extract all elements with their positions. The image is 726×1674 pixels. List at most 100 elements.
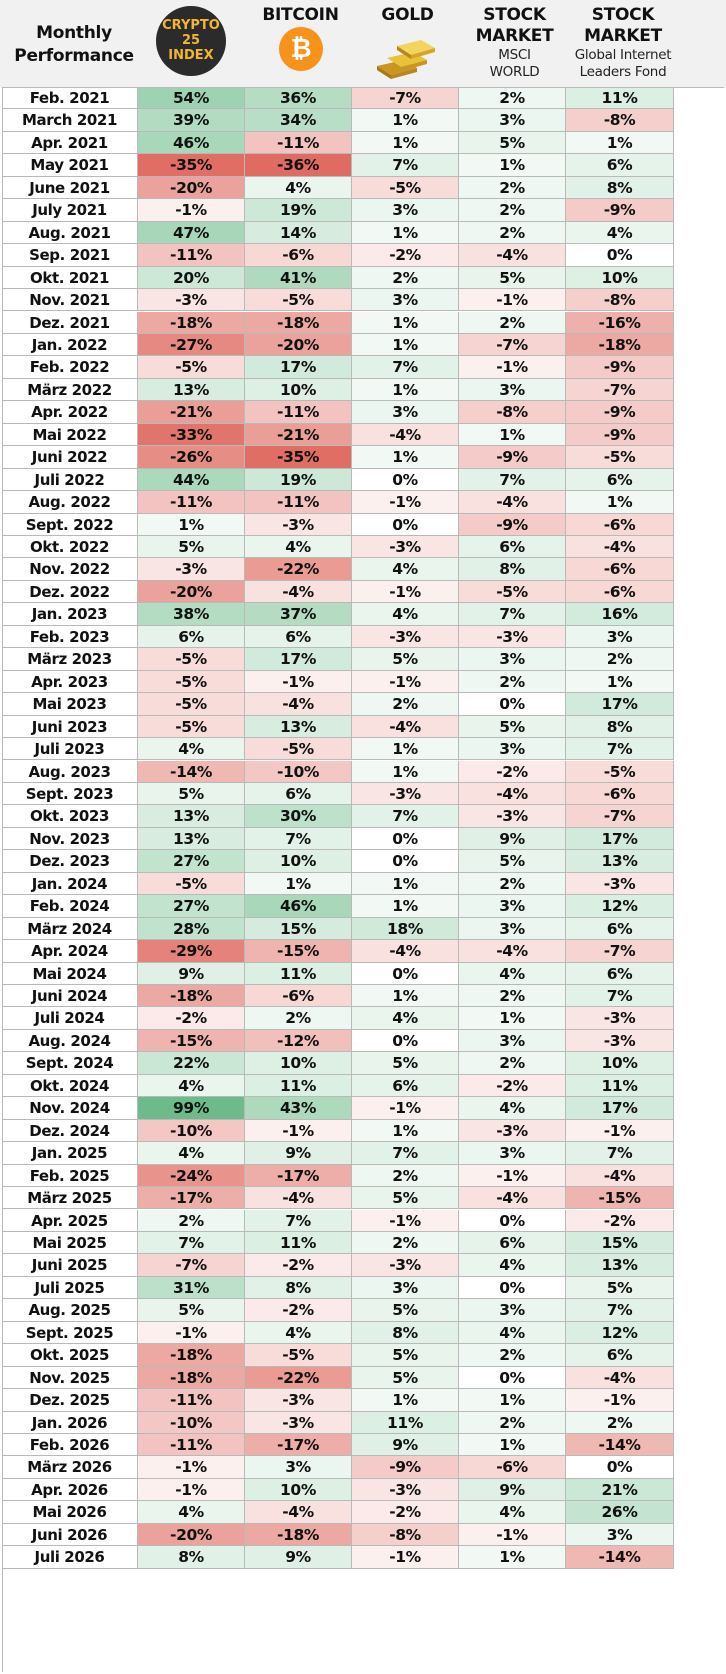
- table-row: Feb. 2022 -5% 17% 7% -1% -9%: [2, 356, 724, 379]
- gold-value: 3%: [352, 289, 459, 312]
- month-label: Juni 2026: [2, 1523, 138, 1547]
- msci-value: 3%: [459, 895, 566, 918]
- table-row: Juli 2025 31% 8% 3% 0% 5%: [2, 1276, 724, 1300]
- table-row: Nov. 2025 -18% -22% 5% 0% -4%: [2, 1366, 724, 1390]
- bitcoin-value: 4%: [245, 176, 352, 200]
- month-label: Juli 2022: [2, 468, 138, 492]
- gold-value: 1%: [352, 895, 459, 918]
- monthly-performance-line-1: Monthly: [36, 23, 112, 43]
- gold-value: -3%: [352, 1478, 459, 1502]
- internet-value: 10%: [566, 266, 674, 290]
- table-row: Dez. 2023 27% 10% 0% 5% 13%: [2, 850, 724, 873]
- crypto25-value: -5%: [138, 670, 245, 694]
- crypto25-value: 13%: [138, 827, 245, 851]
- msci-value: 2%: [459, 985, 566, 1008]
- bitcoin-value: -18%: [245, 311, 352, 334]
- internet-value: 11%: [566, 87, 674, 110]
- msci-value: 1%: [459, 1434, 566, 1457]
- gold-value: 5%: [352, 1052, 459, 1075]
- crypto25-value: -5%: [138, 356, 245, 379]
- table-row: Mai 2022 -33% -21% -4% 1% -9%: [2, 423, 724, 447]
- table-row: Dez. 2025 -11% -3% 1% 1% -1%: [2, 1389, 724, 1412]
- crypto25-value: -5%: [138, 715, 245, 739]
- crypto25-value: -1%: [138, 1478, 245, 1502]
- table-row: Okt. 2023 13% 30% 7% -3% -7%: [2, 805, 724, 828]
- msci-value: 3%: [459, 648, 566, 671]
- gold-value: 2%: [352, 1164, 459, 1188]
- bitcoin-value: 4%: [245, 1321, 352, 1345]
- month-label: März 2022: [2, 378, 138, 402]
- internet-value: -7%: [566, 940, 674, 963]
- msci-value: 4%: [459, 1501, 566, 1524]
- table-row: Okt. 2022 5% 4% -3% 6% -4%: [2, 536, 724, 559]
- bitcoin-value: 6%: [245, 782, 352, 806]
- msci-value: 1%: [459, 1546, 566, 1569]
- table-row: Jan. 2024 -5% 1% 1% 2% -3%: [2, 872, 724, 896]
- table-row: Mai 2023 -5% -4% 2% 0% 17%: [2, 693, 724, 716]
- gold-title: GOLD: [381, 5, 434, 25]
- table-row: Jan. 2025 4% 9% 7% 3% 7%: [2, 1142, 724, 1165]
- gold-value: -1%: [352, 1209, 459, 1232]
- crypto25-value: -33%: [138, 423, 245, 447]
- table-row: März 2023 -5% 17% 5% 3% 2%: [2, 648, 724, 671]
- crypto25-value: 4%: [138, 1142, 245, 1165]
- gold-value: 5%: [352, 1344, 459, 1367]
- msci-value: 2%: [459, 87, 566, 110]
- gold-bars-icon: [377, 40, 435, 79]
- month-label: Feb. 2026: [2, 1434, 138, 1457]
- gold-value: -1%: [352, 670, 459, 694]
- table-row: März 2025 -17% -4% 5% -4% -15%: [2, 1187, 724, 1210]
- bitcoin-value: -17%: [245, 1434, 352, 1457]
- month-label: Dez. 2024: [2, 1119, 138, 1143]
- msci-value: 2%: [459, 311, 566, 334]
- internet-value: 0%: [566, 1456, 674, 1479]
- table-row: Mai 2025 7% 11% 2% 6% 15%: [2, 1231, 724, 1255]
- gold-value: -7%: [352, 87, 459, 110]
- bitcoin-value: 7%: [245, 1209, 352, 1232]
- bitcoin-value: 6%: [245, 625, 352, 649]
- month-label: März 2025: [2, 1187, 138, 1210]
- bitcoin-value: -6%: [245, 244, 352, 267]
- msci-value: 6%: [459, 536, 566, 559]
- gold-value: 1%: [352, 333, 459, 357]
- bitcoin-value: 10%: [245, 1478, 352, 1502]
- internet-sub-line-2: Leaders Fond: [579, 64, 667, 80]
- table-row: Juni 2026 -20% -18% -8% -1% 3%: [2, 1523, 724, 1547]
- bitcoin-value: -5%: [245, 289, 352, 312]
- bitcoin-value: -35%: [245, 446, 352, 469]
- crypto25-value: -20%: [138, 176, 245, 200]
- msci-value: 5%: [459, 266, 566, 290]
- msci-value: 4%: [459, 1321, 566, 1345]
- month-label: März 2023: [2, 648, 138, 671]
- month-label: Apr. 2025: [2, 1209, 138, 1232]
- internet-value: 5%: [566, 1276, 674, 1300]
- gold-value: -4%: [352, 423, 459, 447]
- bitcoin-value: 11%: [245, 1231, 352, 1255]
- month-label: Dez. 2025: [2, 1389, 138, 1412]
- table-row: Nov. 2023 13% 7% 0% 9% 17%: [2, 827, 724, 851]
- bitcoin-value: -1%: [245, 670, 352, 694]
- internet-value: -14%: [566, 1546, 674, 1569]
- internet-value: -9%: [566, 356, 674, 379]
- bitcoin-icon: ₿: [279, 27, 323, 71]
- internet-value: -3%: [566, 1007, 674, 1030]
- month-label: Nov. 2025: [2, 1366, 138, 1390]
- month-label: Jan. 2026: [2, 1411, 138, 1434]
- internet-value: -5%: [566, 446, 674, 469]
- internet-value: 8%: [566, 715, 674, 739]
- crypto25-value: 54%: [138, 87, 245, 110]
- gold-value: 1%: [352, 985, 459, 1008]
- bitcoin-value: -18%: [245, 1523, 352, 1547]
- internet-value: -5%: [566, 760, 674, 783]
- gold-value: -3%: [352, 625, 459, 649]
- table-row: Aug. 2021 47% 14% 1% 2% 4%: [2, 221, 724, 245]
- crypto25-value: 5%: [138, 536, 245, 559]
- internet-value: -6%: [566, 513, 674, 536]
- table-row: Juni 2024 -18% -6% 1% 2% 7%: [2, 985, 724, 1008]
- gold-value: 1%: [352, 872, 459, 896]
- gold-value: 5%: [352, 1187, 459, 1210]
- gold-value: -8%: [352, 1523, 459, 1547]
- month-label: Okt. 2023: [2, 805, 138, 828]
- msci-title-line-1: STOCK: [483, 5, 546, 25]
